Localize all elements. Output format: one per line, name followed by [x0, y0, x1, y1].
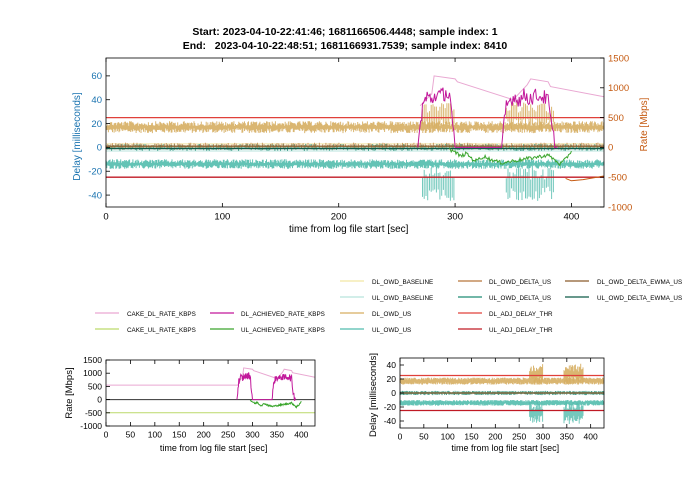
y2-tick-label: 500	[608, 113, 624, 124]
x-tick-label: 200	[331, 212, 347, 223]
y-tick-label: 20	[91, 119, 102, 130]
legend-label-cake_dl: CAKE_DL_RATE_KBPS	[127, 311, 196, 318]
y2-tick-label: -1000	[608, 202, 632, 213]
y-tick-label: -20	[88, 167, 102, 178]
x-tick-label: 350	[560, 432, 574, 442]
y2-tick-label: 1000	[608, 83, 629, 94]
x-tick-label: 150	[172, 430, 186, 440]
x-tick-label: 400	[294, 430, 308, 440]
y-tick-label: 60	[91, 71, 102, 82]
ul-owd-small-spike-1	[563, 401, 584, 424]
x-tick-label: 300	[536, 432, 550, 442]
ul-owd-spike-1	[505, 165, 554, 201]
x-tick-label: 400	[563, 212, 579, 223]
ul-achieved-rate-line	[448, 147, 572, 167]
x-tick-label: 0	[103, 212, 108, 223]
legend-label-ul_owd_delta_us: UL_OWD_DELTA_US	[489, 295, 551, 302]
x-tick-label: 50	[419, 432, 429, 442]
rate-small-y-label: Rate [Mbps]	[64, 367, 75, 418]
x-axis-label: time from log file start [sec]	[160, 443, 268, 453]
x-tick-label: 100	[214, 212, 230, 223]
y-tick-label: 20	[387, 374, 397, 384]
y-tick-label: 40	[91, 95, 102, 106]
dl-achieved-rate-small-line	[236, 372, 296, 401]
y-tick-label: 500	[88, 381, 102, 391]
x-tick-label: 300	[245, 430, 259, 440]
x-tick-label: 300	[447, 212, 463, 223]
cake-ul-rate-line	[565, 175, 605, 182]
y-tick-label: -40	[384, 416, 397, 426]
x-tick-label: 250	[221, 430, 235, 440]
ul-achieved-rate-small-line	[249, 400, 302, 409]
x-tick-label: 250	[512, 432, 526, 442]
legend-label-cake_ul: CAKE_UL_RATE_KBPS	[127, 327, 196, 334]
legend-label-dl_owd_baseline: DL_OWD_BASELINE	[372, 279, 433, 286]
x-tick-label: 350	[270, 430, 284, 440]
y-tick-label: 0	[391, 388, 396, 398]
dl-owd-spike-1	[505, 102, 554, 130]
y-tick-label: 1500	[83, 355, 102, 365]
x-tick-label: 50	[126, 430, 136, 440]
chart-title-start: Start: 2023-04-10-22:41:46; 1681166506.4…	[192, 26, 498, 38]
x-tick-label: 200	[488, 432, 502, 442]
legend-label-dl_adj_delay_thr: DL_ADJ_DELAY_THR	[489, 311, 553, 318]
legend-label-ul_achieved: UL_ACHIEVED_RATE_KBPS	[241, 327, 325, 334]
legend: DL_OWD_BASELINE DL_OWD_DELTA_US DL_OWD_DEL…	[95, 279, 682, 334]
y-tick-label: -1000	[80, 421, 102, 431]
y-tick-label: -20	[384, 402, 397, 412]
chart-title-end: End: 2023-04-10-22:48:51; 1681166931.753…	[182, 40, 508, 52]
y-tick-label: -500	[85, 408, 102, 418]
legend-label-ul_owd_us: UL_OWD_US	[372, 327, 411, 334]
x-axis-label: time from log file start [sec]	[289, 224, 409, 235]
legend-label-dl_owd_us: DL_OWD_US	[372, 311, 411, 318]
legend-label-dl_owd_delta_ewma_us: DL_OWD_DELTA_EWMA_US	[597, 279, 682, 286]
rate-small-chart: 0 50 100 150 200 250 300 350 400 time from log fi…	[64, 355, 316, 453]
legend-label-ul_owd_baseline: UL_OWD_BASELINE	[372, 295, 433, 302]
rate-small-frame	[105, 359, 316, 427]
y2-tick-label: -500	[608, 173, 627, 184]
y-tick-label: -40	[88, 190, 102, 201]
legend-label-dl_owd_delta_us: DL_OWD_DELTA_US	[489, 279, 551, 286]
y2-tick-label: 1500	[608, 53, 629, 64]
y2-tick-label: 0	[608, 143, 613, 154]
x-axis-label: time from log file start [sec]	[452, 443, 560, 453]
x-tick-label: 100	[441, 432, 455, 442]
y-tick-label: 0	[97, 395, 102, 405]
delay-small-y-label: Delay [milliseconds]	[368, 353, 379, 437]
legend-label-ul_owd_delta_ewma_us: UL_OWD_DELTA_EWMA_US	[597, 295, 682, 302]
y-tick-label: 1000	[83, 368, 102, 378]
dl-owd-us-band	[105, 121, 605, 134]
main-plot-frame	[105, 57, 605, 208]
x-tick-label: 150	[464, 432, 478, 442]
dl-achieved-rate-line	[417, 87, 558, 149]
x-tick-label: 200	[197, 430, 211, 440]
legend-label-dl_achieved: DL_ACHIEVED_RATE_KBPS	[241, 311, 325, 318]
y2-axis-label: Rate [Mbps]	[639, 97, 650, 151]
x-tick-label: 0	[398, 432, 403, 442]
y-tick-label: 0	[97, 143, 102, 154]
cake-dl-rate-line	[419, 75, 605, 107]
x-tick-label: 400	[584, 432, 598, 442]
cake-dl-rate-small-line	[106, 367, 316, 386]
y-tick-label: 40	[387, 360, 397, 370]
x-tick-label: 100	[148, 430, 162, 440]
legend-label-ul_adj_delay_thr: UL_ADJ_DELAY_THR	[489, 327, 553, 334]
x-tick-label: 0	[104, 430, 109, 440]
y-axis-label: Delay [milliseconds]	[72, 92, 83, 181]
ul-owd-spike-0	[422, 166, 455, 201]
